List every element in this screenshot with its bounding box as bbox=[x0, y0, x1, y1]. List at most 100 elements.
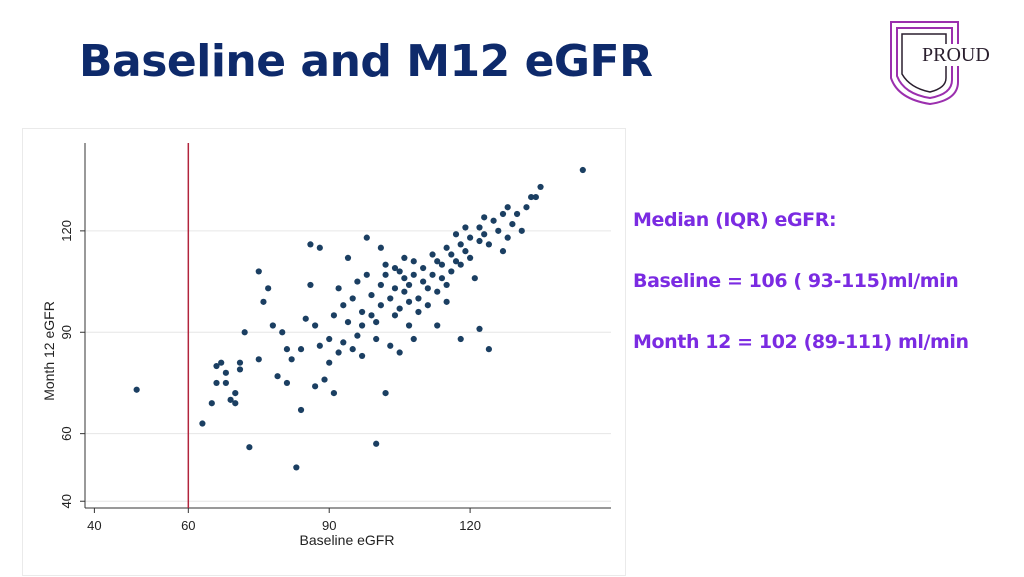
data-point bbox=[316, 244, 323, 251]
data-point bbox=[391, 264, 399, 272]
data-point bbox=[232, 400, 239, 407]
data-point bbox=[316, 342, 323, 349]
data-point bbox=[236, 366, 244, 373]
data-point bbox=[401, 254, 408, 262]
data-point bbox=[462, 224, 469, 231]
data-point bbox=[288, 356, 295, 363]
data-point bbox=[467, 234, 474, 241]
data-point bbox=[579, 166, 586, 174]
data-point bbox=[391, 312, 399, 319]
y-tick-label: 40 bbox=[59, 494, 74, 508]
data-point bbox=[410, 335, 417, 343]
data-point bbox=[457, 261, 464, 268]
data-point bbox=[246, 444, 253, 451]
data-point bbox=[396, 349, 403, 356]
data-point bbox=[368, 291, 375, 299]
data-point bbox=[222, 379, 229, 387]
data-point bbox=[377, 244, 384, 251]
slide-title: Baseline and M12 eGFR bbox=[79, 36, 653, 87]
data-point bbox=[335, 349, 342, 356]
data-point bbox=[326, 359, 333, 366]
data-point bbox=[528, 193, 535, 201]
data-point bbox=[297, 406, 305, 414]
x-tick-label: 40 bbox=[87, 518, 101, 533]
data-point bbox=[457, 335, 464, 343]
data-point bbox=[481, 231, 488, 238]
data-point bbox=[401, 275, 408, 282]
data-point bbox=[297, 346, 305, 353]
data-point bbox=[387, 295, 394, 302]
y-axis-label: Month 12 eGFR bbox=[41, 301, 57, 401]
data-point bbox=[457, 241, 464, 248]
data-point bbox=[279, 329, 286, 336]
data-point bbox=[373, 319, 380, 326]
x-tick-label: 120 bbox=[459, 518, 481, 533]
info-month12: Month 12 = 102 (89-111) ml/min bbox=[633, 331, 969, 353]
data-point bbox=[476, 237, 483, 245]
data-point bbox=[344, 254, 352, 262]
data-point bbox=[382, 271, 389, 278]
data-point bbox=[358, 322, 366, 329]
data-point bbox=[373, 335, 380, 343]
data-point bbox=[312, 322, 319, 329]
data-point bbox=[467, 254, 474, 262]
data-point bbox=[490, 217, 497, 224]
data-point bbox=[283, 346, 291, 353]
data-point bbox=[471, 275, 478, 282]
info-heading: Median (IQR) eGFR: bbox=[633, 209, 837, 231]
data-point bbox=[387, 342, 394, 349]
data-point bbox=[255, 356, 262, 363]
data-point bbox=[495, 227, 502, 234]
y-tick-label: 90 bbox=[59, 325, 74, 339]
info-panel: Median (IQR) eGFR: Baseline = 106 ( 93-1… bbox=[633, 207, 1013, 355]
axis-layer: 40 60 90 120 40 60 90 120 bbox=[59, 143, 611, 533]
data-point bbox=[302, 315, 309, 322]
data-point bbox=[330, 389, 338, 397]
data-point bbox=[429, 271, 436, 278]
data-point bbox=[274, 373, 281, 380]
data-point bbox=[213, 379, 220, 387]
data-point bbox=[448, 268, 455, 275]
x-axis-label: Baseline eGFR bbox=[300, 532, 395, 548]
data-point bbox=[208, 400, 215, 407]
data-point bbox=[434, 258, 441, 265]
data-point bbox=[532, 193, 539, 201]
data-point bbox=[499, 210, 507, 218]
data-point bbox=[424, 302, 431, 309]
data-point bbox=[509, 221, 516, 228]
proud-logo bbox=[890, 21, 959, 106]
data-point bbox=[199, 420, 206, 427]
data-point bbox=[476, 325, 483, 332]
data-point bbox=[452, 258, 460, 265]
data-point bbox=[255, 268, 262, 275]
data-point bbox=[401, 288, 408, 295]
data-point bbox=[213, 362, 220, 370]
data-point bbox=[307, 241, 314, 248]
data-point bbox=[410, 258, 417, 265]
data-point bbox=[358, 308, 366, 316]
logo-shield-accent bbox=[901, 33, 947, 93]
data-point bbox=[269, 322, 276, 329]
data-point bbox=[396, 268, 403, 275]
data-point bbox=[349, 295, 356, 302]
data-point bbox=[504, 234, 511, 241]
data-point bbox=[485, 346, 492, 353]
data-point bbox=[415, 308, 422, 316]
data-point bbox=[227, 396, 234, 403]
data-point bbox=[434, 288, 441, 295]
data-point bbox=[518, 227, 525, 234]
data-point bbox=[438, 261, 446, 268]
data-point bbox=[424, 285, 431, 292]
data-point bbox=[265, 285, 272, 292]
data-point bbox=[434, 322, 441, 329]
data-point bbox=[391, 285, 399, 292]
data-point bbox=[373, 440, 380, 447]
data-point bbox=[133, 386, 140, 393]
data-point bbox=[443, 281, 450, 289]
data-point bbox=[476, 224, 483, 231]
data-point bbox=[326, 335, 333, 343]
data-point bbox=[260, 298, 267, 305]
data-point bbox=[382, 389, 389, 397]
data-point bbox=[340, 339, 347, 346]
data-point bbox=[344, 319, 352, 326]
